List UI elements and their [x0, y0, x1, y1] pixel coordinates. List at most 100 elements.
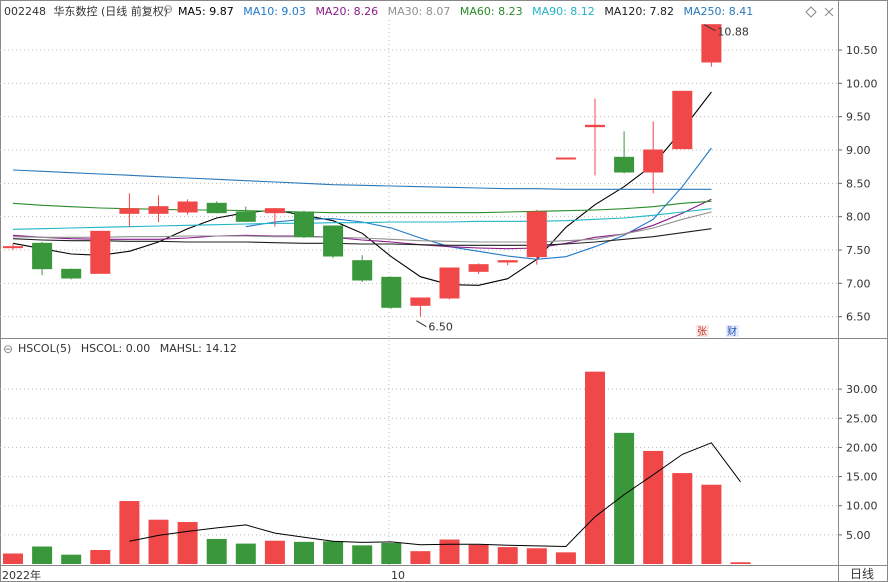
price-tick-label: 9.50	[846, 111, 871, 124]
price-tick-label: 10.00	[846, 77, 878, 90]
ma30-line	[12, 211, 712, 243]
hscol-bar	[555, 552, 576, 564]
cai-badge[interactable]: 财	[727, 325, 737, 338]
ma250-line	[12, 169, 712, 190]
high-marker	[704, 24, 716, 32]
hscol-bar	[643, 450, 664, 564]
candle-body	[381, 276, 402, 308]
ma5-line	[12, 91, 712, 286]
hscol-bar	[672, 473, 693, 564]
candle-body	[526, 211, 547, 258]
candle-body	[555, 157, 576, 160]
candle	[3, 243, 23, 250]
volume-tick-label: 5.00	[846, 529, 871, 542]
hscol-bar	[352, 545, 373, 564]
hscol-bar	[585, 371, 605, 564]
candle-body	[235, 211, 256, 222]
hscol-bar	[264, 540, 285, 564]
candle-body	[119, 208, 140, 214]
mahsl-line	[129, 442, 741, 548]
candle	[32, 242, 53, 276]
zhang-badge[interactable]: 张	[697, 326, 707, 338]
hscol-bar	[177, 522, 198, 564]
price-tick-label: 9.00	[846, 144, 871, 157]
candle-body	[206, 202, 227, 214]
price-tick-label: 10.50	[846, 44, 878, 57]
hscol-bar	[323, 541, 344, 564]
candle	[410, 297, 431, 317]
candle-body	[614, 156, 635, 173]
hscol-bar	[235, 543, 256, 564]
candle-body	[90, 230, 111, 274]
candle-body	[264, 208, 285, 214]
candle-body	[61, 268, 82, 279]
candle-body	[410, 297, 431, 306]
indicator-name: HSCOL(5)	[18, 342, 71, 355]
ma90-value: MA90: 8.12	[532, 5, 595, 18]
indicator-toggle-icon[interactable]: ⊖	[3, 342, 13, 356]
candle	[177, 199, 198, 215]
candle-body	[701, 24, 722, 63]
ma250-value: MA250: 8.41	[684, 5, 754, 18]
candle	[381, 276, 402, 309]
candle-body	[294, 211, 314, 238]
hscol-bar	[410, 551, 431, 564]
candle-body	[352, 260, 373, 281]
candle-body	[148, 206, 169, 214]
candlesticks	[3, 24, 722, 317]
price-tick-label: 6.50	[846, 311, 871, 324]
hscol-bar	[3, 553, 23, 564]
x-tick-label: 10	[391, 569, 405, 582]
x-tick-label: 2022年	[2, 568, 41, 582]
hscol-bar	[148, 519, 169, 564]
hscol-bar	[61, 554, 82, 564]
candle-body	[468, 264, 489, 272]
candle	[614, 131, 635, 174]
candle-body	[643, 149, 664, 173]
candle	[526, 210, 547, 265]
candle	[439, 267, 460, 300]
candle	[672, 90, 693, 150]
hscol-bar	[90, 550, 111, 564]
grid-layer	[0, 20, 838, 565]
hscol-bar	[730, 562, 751, 564]
candle	[294, 210, 314, 238]
low-marker	[416, 320, 427, 328]
ma10-value: MA10: 9.03	[243, 5, 306, 18]
zhang-badge-bg[interactable]	[696, 325, 709, 337]
candle	[90, 230, 111, 274]
price-tick-label: 7.00	[846, 277, 871, 290]
price-tick-label: 8.00	[846, 211, 871, 224]
hscol-bar	[526, 548, 547, 564]
price-tick-label: 8.50	[846, 177, 871, 190]
candle	[468, 263, 489, 274]
indicator-legend: HSCOL(5) HSCOL: 0.00 MAHSL: 14.12	[18, 342, 237, 355]
candle-body	[672, 90, 693, 150]
chart-legend: 002248 华东数控 (日线 前复权)	[4, 4, 168, 18]
cai-badge-bg[interactable]	[726, 325, 739, 337]
close-icon[interactable]	[824, 7, 834, 17]
candle	[61, 268, 82, 280]
volume-tick-label: 10.00	[846, 500, 878, 513]
ma120-line	[12, 228, 712, 246]
hscol-bar	[497, 547, 518, 564]
ma120-value: MA120: 7.82	[604, 5, 674, 18]
candle	[323, 225, 344, 258]
ma60-line	[12, 200, 712, 214]
candle	[148, 195, 169, 222]
hscol-bar	[32, 546, 53, 564]
hscol-bar	[294, 541, 314, 564]
candle-body	[439, 267, 460, 299]
period-label: (日线 前复权)	[101, 4, 168, 18]
legend-toggle-icon[interactable]: ⊖	[163, 2, 173, 16]
candle	[643, 121, 664, 194]
diamond-icon[interactable]	[805, 6, 817, 18]
candle-body	[3, 246, 23, 249]
hscol-bars	[3, 371, 751, 564]
period-button[interactable]: 日线	[850, 567, 874, 581]
candle	[555, 157, 576, 160]
hscol-bar	[468, 544, 489, 564]
hscol-bar	[206, 538, 227, 564]
ma-legend: MA5: 9.87 MA10: 9.03 MA20: 8.26 MA30: 8.…	[178, 5, 753, 18]
